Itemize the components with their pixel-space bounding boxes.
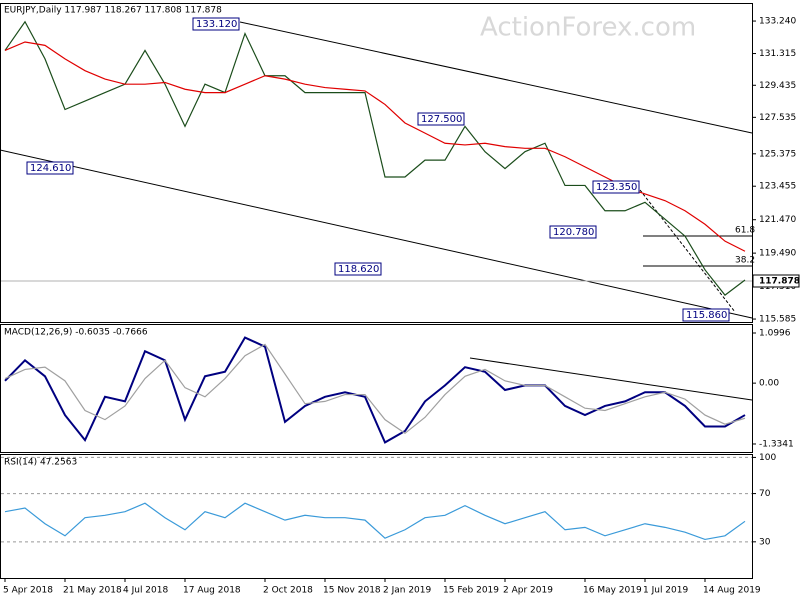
price-box xyxy=(752,274,800,288)
series-line xyxy=(4,20,746,296)
macd-trendline xyxy=(469,357,753,401)
fib-base xyxy=(639,189,736,313)
annotation: 118.620 xyxy=(338,264,379,275)
y-tick-label: 131.315 xyxy=(759,49,796,59)
price-panel xyxy=(0,3,753,323)
y-tick-label: 0.00 xyxy=(759,379,779,389)
x-tick-label: 21 May 2018 xyxy=(63,586,122,596)
annotation-box xyxy=(417,112,465,126)
annotation-box xyxy=(334,262,382,276)
watermark: ActionForex.com xyxy=(480,13,696,43)
y-tick-label: 125.375 xyxy=(759,149,796,159)
annotation-box xyxy=(192,17,240,31)
y-tick-label: 129.435 xyxy=(759,81,796,91)
price-box-label: 117.878 xyxy=(759,277,800,287)
x-tick-label: 14 Aug 2019 xyxy=(703,586,761,596)
series-line xyxy=(4,502,746,541)
x-tick-label: 2 Jan 2019 xyxy=(383,586,431,596)
x-tick-label: 16 May 2019 xyxy=(583,586,642,596)
y-tick-label: -1.3341 xyxy=(759,439,794,449)
annotation: 127.500 xyxy=(421,114,462,125)
y-tick-label: 119.490 xyxy=(759,249,796,259)
channel-upper xyxy=(239,21,753,134)
rsi-panel xyxy=(0,454,753,579)
y-tick-label: 1.0996 xyxy=(759,328,791,338)
annotation-box xyxy=(26,161,74,175)
y-tick-label: 121.470 xyxy=(759,215,796,225)
x-tick-label: 15 Nov 2018 xyxy=(323,586,381,596)
annotation-box xyxy=(592,180,640,194)
price-title: EURJPY,Daily 117.987 118.267 117.808 117… xyxy=(4,6,222,16)
y-tick-label: 133.240 xyxy=(759,17,796,27)
macd-title: MACD(12,26,9) -0.6035 -0.7666 xyxy=(4,328,148,338)
annotation: 123.350 xyxy=(596,182,637,193)
y-tick-label: 100 xyxy=(759,453,776,463)
x-tick-label: 2 Oct 2018 xyxy=(263,586,313,596)
x-tick-label: 17 Aug 2018 xyxy=(183,586,241,596)
x-tick-label: 5 Apr 2018 xyxy=(3,586,53,596)
x-tick-label: 4 Jul 2018 xyxy=(123,586,168,596)
rsi-title: RSI(14) 47.2563 xyxy=(4,458,77,468)
series-line xyxy=(4,336,746,444)
x-tick-label: 2 Apr 2019 xyxy=(503,586,553,596)
x-tick-label: 15 Feb 2019 xyxy=(443,586,499,596)
annotation: 124.610 xyxy=(30,163,71,174)
y-tick-label: 70 xyxy=(759,489,771,499)
annotation: 61.8 xyxy=(735,226,755,236)
y-tick-label: 123.455 xyxy=(759,182,796,192)
y-tick-label: 127.535 xyxy=(759,113,796,123)
annotation-box xyxy=(682,308,730,322)
macd-panel xyxy=(0,324,753,453)
series-line xyxy=(4,343,746,435)
annotation-box xyxy=(549,225,597,239)
annotation: 133.120 xyxy=(196,19,237,30)
y-tick-label: 30 xyxy=(759,537,771,547)
x-tick-label: 1 Jul 2019 xyxy=(643,586,688,596)
annotation: 115.860 xyxy=(686,310,727,321)
channel-lower xyxy=(0,149,753,319)
y-tick-label: 115.585 xyxy=(759,315,796,325)
annotation: 120.780 xyxy=(553,227,594,238)
annotation: 38.2 xyxy=(735,256,755,266)
